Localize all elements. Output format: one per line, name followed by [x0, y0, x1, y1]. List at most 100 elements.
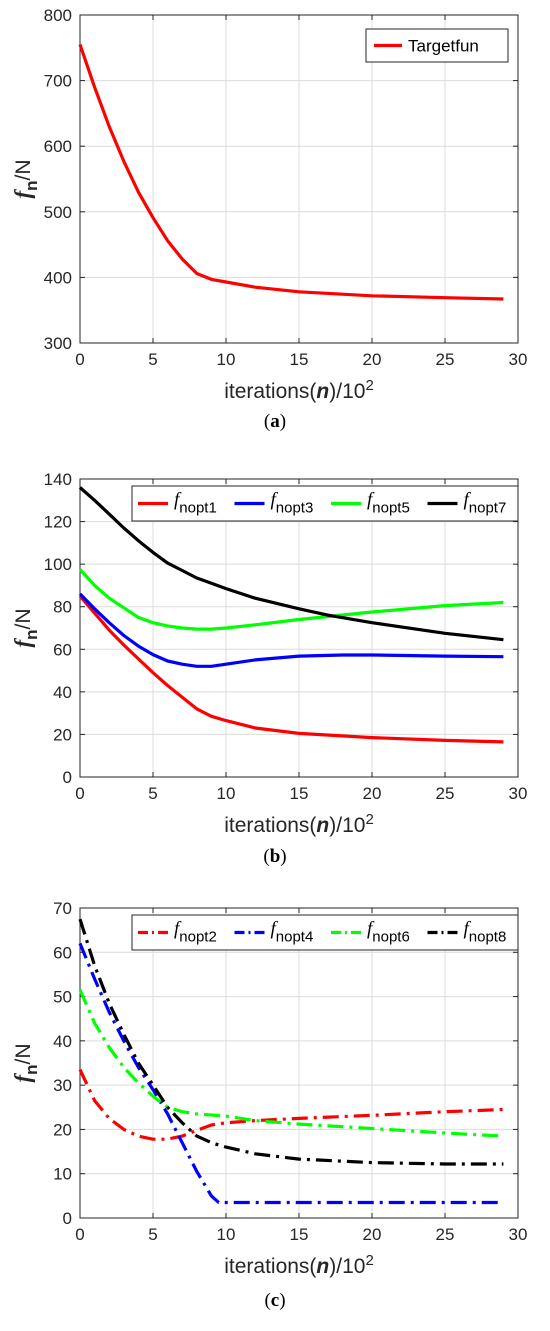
- y-axis-label-post: /N: [12, 608, 35, 629]
- series-line-nopt7: [78, 486, 504, 642]
- caption-letter: a: [270, 411, 280, 432]
- x-tick-label: 15: [290, 784, 309, 803]
- legend-label-sub: nopt3: [276, 500, 314, 517]
- legend-label: fnopt1: [174, 490, 217, 517]
- x-axis-label: iterations(n)/102: [224, 811, 374, 837]
- x-tick-label: 20: [363, 784, 382, 803]
- legend-label: Targetfun: [408, 37, 479, 56]
- legend-label-var: f: [174, 490, 182, 511]
- legend-label: fnopt7: [464, 490, 507, 517]
- series-line-nopt1: [78, 595, 504, 744]
- legend-label-var: f: [174, 919, 182, 940]
- y-axis-label-var: f: [10, 638, 35, 648]
- x-axis-label-sup: 2: [365, 811, 373, 828]
- x-tick-label: 20: [363, 350, 382, 369]
- caption-letter: c: [271, 1290, 279, 1311]
- y-tick-label: 0: [63, 768, 72, 787]
- series-line-Targetfun: [78, 43, 504, 301]
- legend-label-sub: nopt7: [469, 500, 507, 517]
- caption-paren-open: (: [264, 1290, 270, 1311]
- x-tick-label: 25: [436, 1225, 455, 1244]
- y-tick-label: 20: [53, 725, 72, 744]
- y-axis-label: fn/N: [10, 1043, 41, 1082]
- x-axis-label-var: n: [316, 1255, 329, 1278]
- x-tick-label: 20: [363, 1225, 382, 1244]
- x-axis-label-var: n: [316, 814, 329, 837]
- y-tick-label: 30: [53, 1076, 72, 1095]
- legend-label-sub: nopt5: [372, 500, 410, 517]
- legend-label-sub: nopt1: [179, 500, 217, 517]
- x-tick-label: 0: [75, 784, 84, 803]
- caption-paren-open: (: [263, 846, 269, 867]
- series-line-nopt4: [78, 942, 504, 1205]
- y-tick-label: 70: [53, 899, 72, 918]
- x-tick-label: 0: [75, 1225, 84, 1244]
- x-axis-label: iterations(n)/102: [224, 377, 374, 403]
- x-tick-label: 5: [148, 350, 157, 369]
- y-tick-label: 60: [53, 640, 72, 659]
- y-axis-label-var: f: [10, 1073, 35, 1083]
- y-tick-label: 800: [44, 6, 72, 25]
- series-line-nopt2: [78, 1068, 504, 1141]
- y-tick-label: 80: [53, 598, 72, 617]
- y-axis-label-post: /N: [12, 159, 35, 180]
- y-axis-label-post: /N: [12, 1043, 35, 1064]
- x-tick-label: 5: [148, 784, 157, 803]
- y-tick-label: 40: [53, 1032, 72, 1051]
- legend-label-var: f: [367, 490, 375, 511]
- y-axis-label: fn/N: [10, 608, 41, 647]
- y-tick-label: 400: [44, 268, 72, 287]
- panel-caption: (b): [263, 846, 286, 867]
- x-axis-label-pre: iterations(: [224, 1255, 316, 1278]
- caption-paren-close: ): [279, 1290, 285, 1311]
- x-tick-label: 15: [290, 350, 309, 369]
- x-tick-label: 15: [290, 1225, 309, 1244]
- x-tick-label: 25: [436, 784, 455, 803]
- legend-label-var: f: [271, 490, 279, 511]
- caption-letter: b: [270, 846, 281, 867]
- series-line-nopt3: [78, 592, 504, 668]
- x-axis-label-post: )/10: [329, 814, 365, 837]
- y-axis-label-sub: n: [22, 180, 41, 190]
- y-tick-label: 140: [44, 470, 72, 489]
- y-tick-label: 0: [63, 1209, 72, 1228]
- x-axis-label-post: )/10: [329, 1255, 365, 1278]
- caption-paren-close: ): [280, 846, 286, 867]
- panel-caption: (c): [264, 1290, 285, 1311]
- series-line-nopt8: [78, 918, 504, 1166]
- series-line-nopt6: [78, 989, 504, 1138]
- panel-caption: (a): [264, 411, 286, 432]
- x-tick-label: 30: [509, 350, 528, 369]
- y-axis-label-var: f: [10, 189, 35, 199]
- y-tick-label: 60: [53, 943, 72, 962]
- x-axis-label-var: n: [316, 380, 329, 403]
- caption-paren-open: (: [264, 411, 270, 432]
- y-tick-label: 10: [53, 1165, 72, 1184]
- y-axis-label-sub: n: [22, 629, 41, 639]
- y-tick-label: 600: [44, 137, 72, 156]
- x-tick-label: 25: [436, 350, 455, 369]
- x-tick-label: 30: [509, 784, 528, 803]
- legend-label-sub: nopt6: [372, 929, 410, 946]
- legend-label: fnopt2: [174, 919, 217, 946]
- y-tick-label: 300: [44, 334, 72, 353]
- legend-label: fnopt4: [271, 919, 314, 946]
- y-tick-label: 120: [44, 513, 72, 532]
- x-axis-label-sup: 2: [365, 1252, 373, 1269]
- y-axis-label-sub: n: [22, 1064, 41, 1074]
- legend-label: fnopt8: [464, 919, 507, 946]
- legend-label-var: f: [464, 919, 472, 940]
- x-axis-label-sup: 2: [365, 377, 373, 394]
- legend-label: fnopt5: [367, 490, 410, 517]
- x-tick-label: 10: [217, 350, 236, 369]
- y-axis-label: fn/N: [10, 159, 41, 198]
- y-tick-label: 50: [53, 988, 72, 1007]
- legend-label: fnopt6: [367, 919, 410, 946]
- x-axis-label-pre: iterations(: [224, 814, 316, 837]
- x-tick-label: 10: [217, 784, 236, 803]
- x-tick-label: 10: [217, 1225, 236, 1244]
- y-tick-label: 500: [44, 203, 72, 222]
